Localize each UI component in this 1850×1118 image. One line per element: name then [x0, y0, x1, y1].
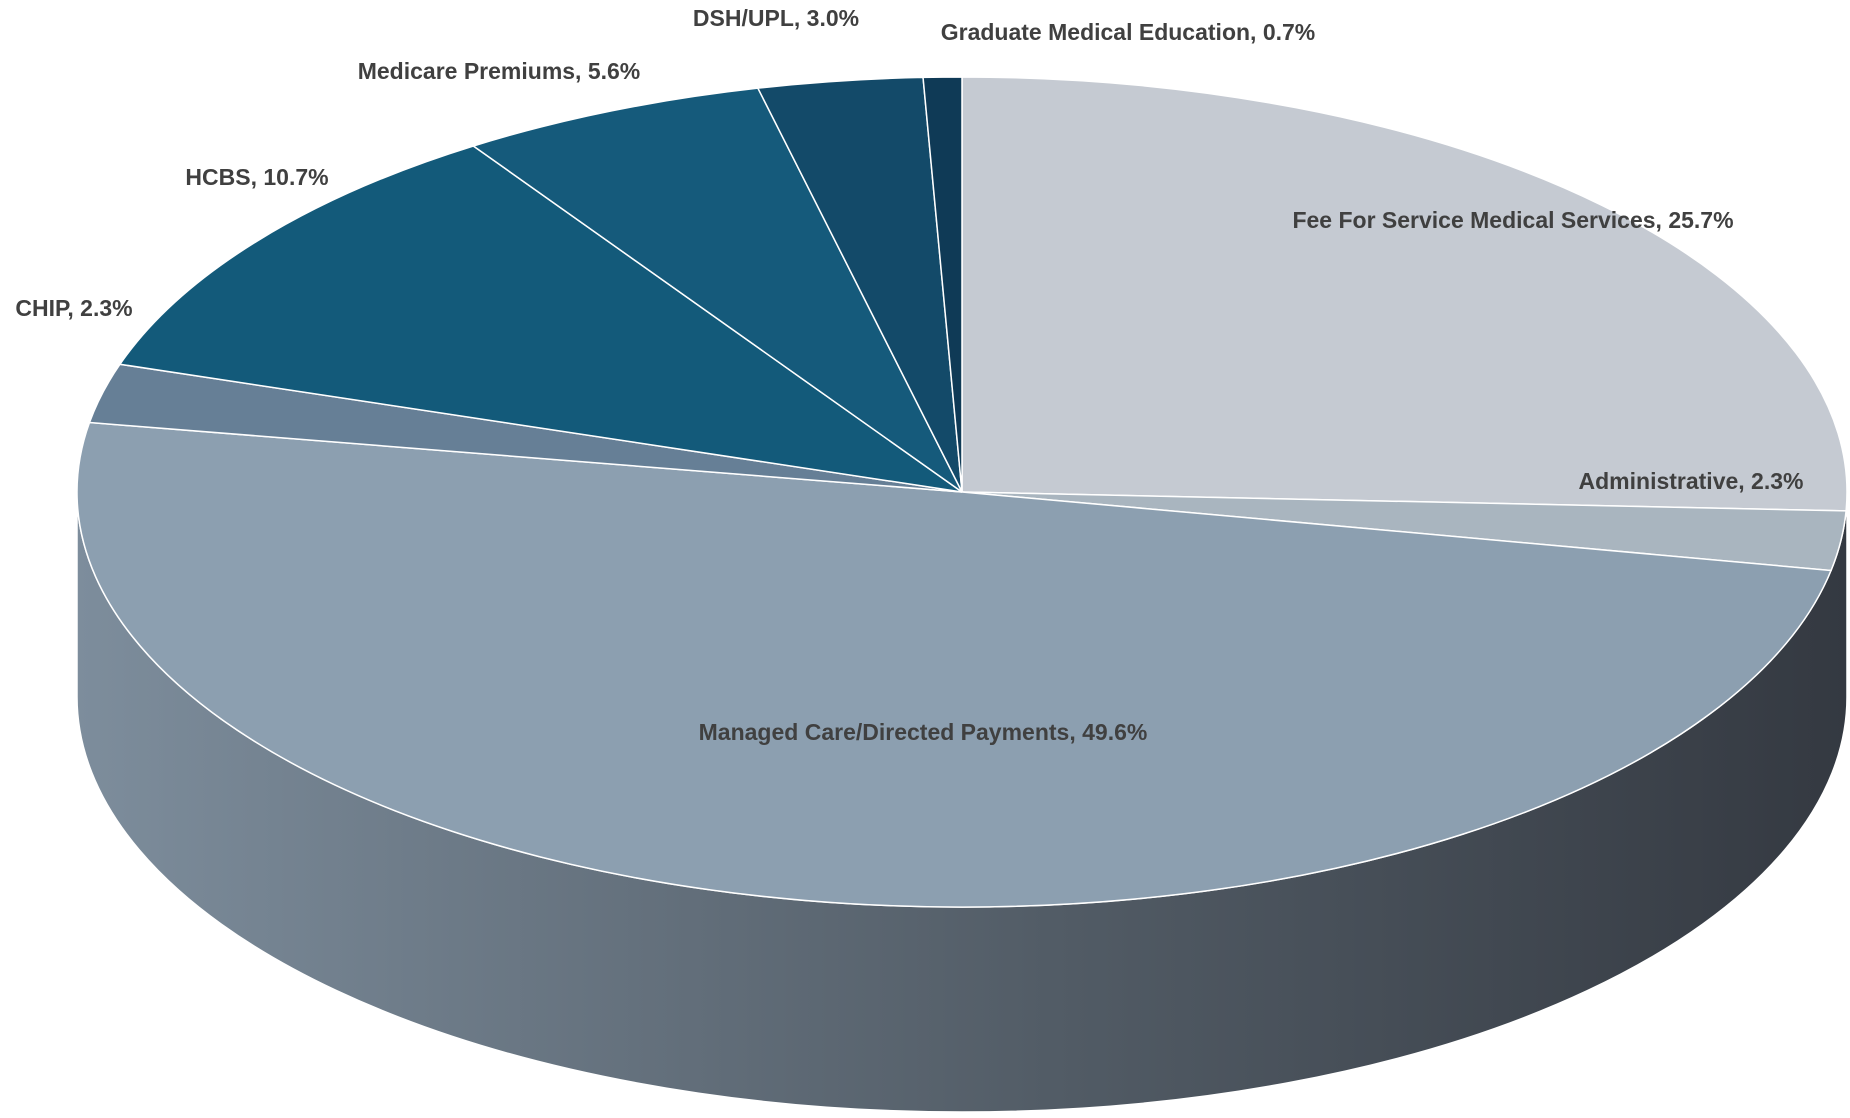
pie-slice — [76, 421, 1833, 908]
data-label: CHIP, 2.3% — [15, 295, 132, 321]
pie-slice — [961, 76, 1848, 512]
pie-slice — [118, 145, 963, 493]
data-label: Fee For Service Medical Services, 25.7% — [1292, 207, 1733, 233]
data-label: Medicare Premiums, 5.6% — [358, 58, 641, 84]
pie-slice — [471, 87, 963, 493]
data-label: DSH/UPL, 3.0% — [693, 5, 859, 31]
data-label: Graduate Medical Education, 0.7% — [941, 19, 1316, 45]
pie-slice — [922, 76, 963, 493]
data-label: Administrative, 2.3% — [1579, 468, 1804, 494]
data-label: HCBS, 10.7% — [185, 164, 328, 190]
data-label: Managed Care/Directed Payments, 49.6% — [699, 719, 1148, 745]
